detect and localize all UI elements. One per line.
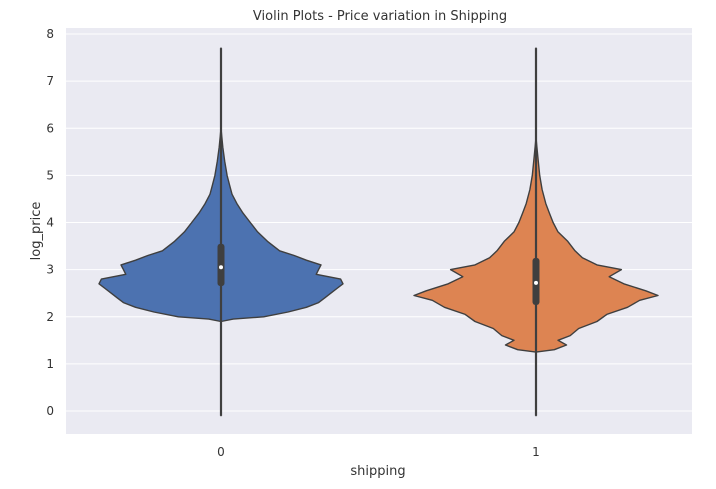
- violin-1: [413, 47, 659, 417]
- y-tick-label: 4: [46, 216, 54, 230]
- y-axis-label: log_price: [29, 202, 44, 261]
- y-tick-label: 8: [46, 27, 54, 41]
- violins: [98, 47, 659, 417]
- y-tick-label: 3: [46, 263, 54, 277]
- y-tick-label: 7: [46, 74, 54, 88]
- x-axis-label: shipping: [350, 464, 405, 479]
- y-tick-label: 6: [46, 121, 54, 135]
- violin-median-dot: [534, 280, 538, 285]
- x-tick-label: 1: [532, 445, 540, 459]
- violin-0: [98, 47, 344, 417]
- y-tick-label: 5: [46, 168, 54, 182]
- plot-area: [66, 28, 692, 434]
- y-tick-label: 0: [46, 404, 54, 418]
- chart-title: Violin Plots - Price variation in Shippi…: [253, 9, 507, 24]
- y-tick-label: 1: [46, 357, 54, 371]
- violin-iqr-box: [217, 243, 225, 287]
- x-tick-label: 0: [217, 445, 225, 459]
- y-tick-labels: 0 1 2 3 4 5 6 7 8: [46, 27, 54, 418]
- y-tick-label: 2: [46, 310, 54, 324]
- violin-median-dot: [219, 265, 223, 270]
